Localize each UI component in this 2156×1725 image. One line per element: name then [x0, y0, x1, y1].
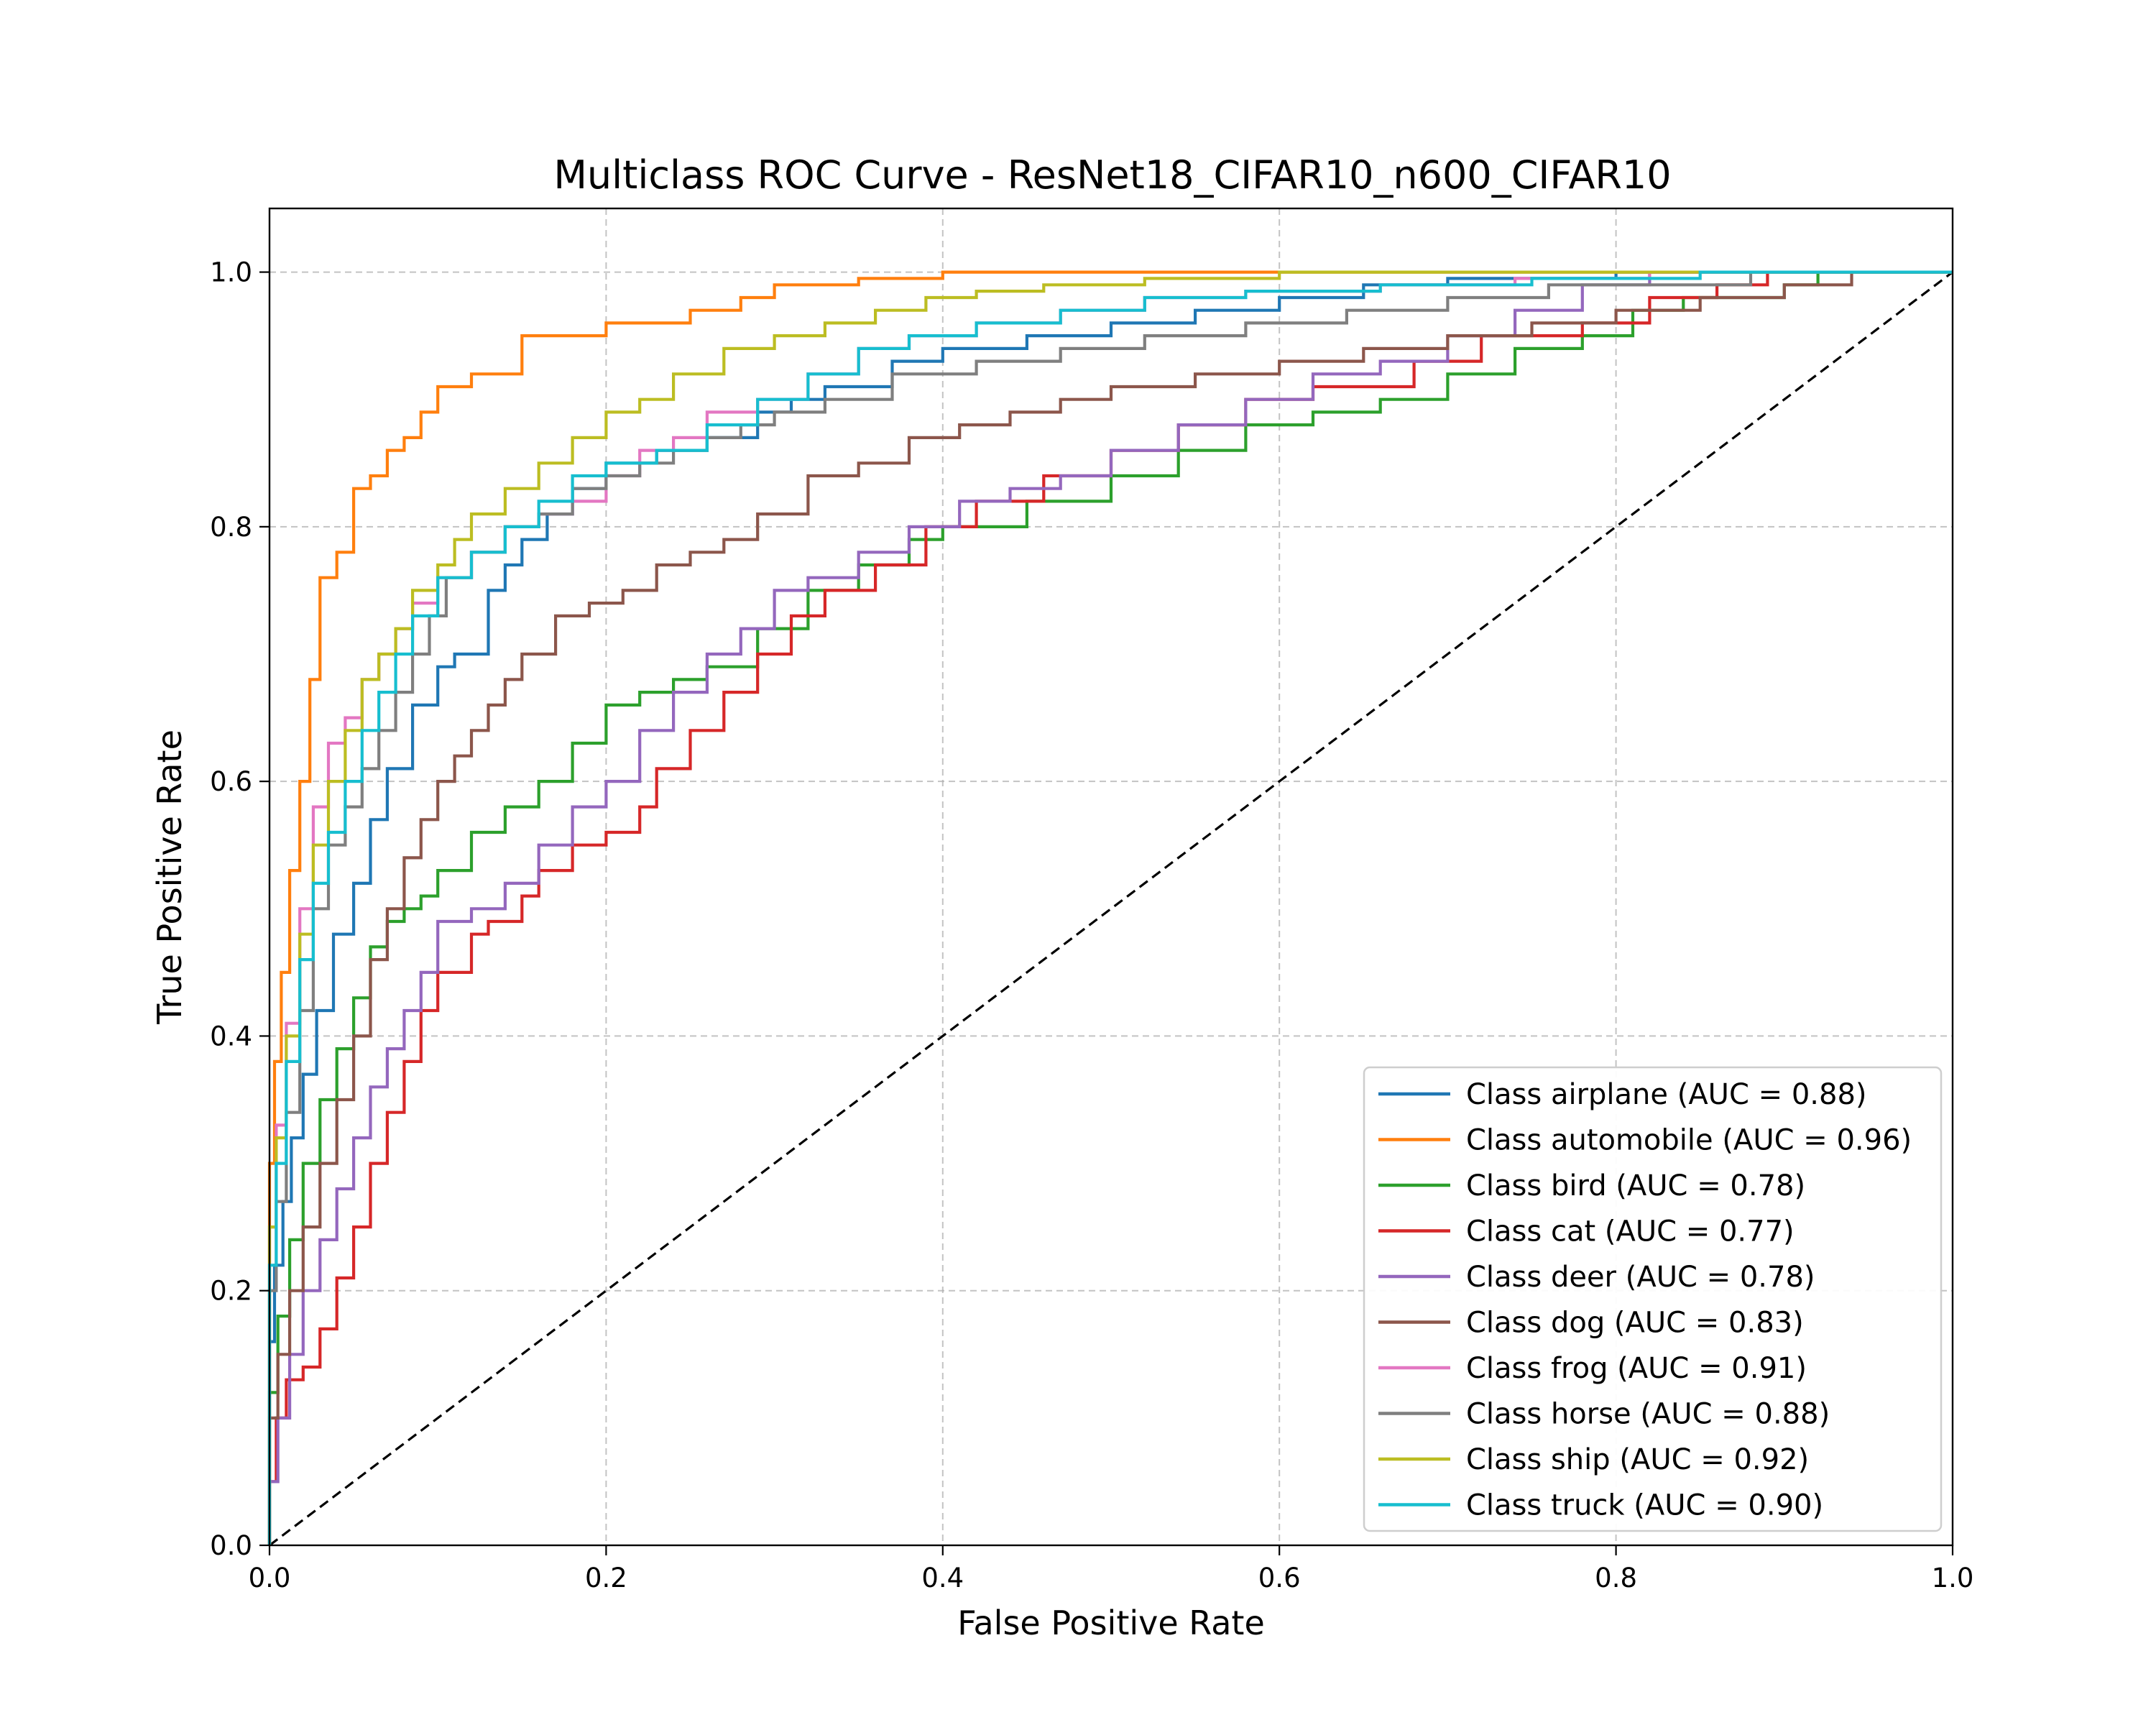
legend-label: Class ship (AUC = 0.92) [1466, 1443, 1809, 1476]
chart-title: Multiclass ROC Curve - ResNet18_CIFAR10_… [553, 152, 1671, 198]
axes-frame [268, 207, 1954, 1547]
legend-label: Class horse (AUC = 0.88) [1466, 1398, 1830, 1431]
legend: Class airplane (AUC = 0.88) Class automob… [1363, 1066, 1943, 1532]
x-axis-label: False Positive Rate [957, 1604, 1265, 1642]
roc-curve-series-7 [267, 270, 1953, 1545]
y-tick-label: 0.8 [210, 512, 252, 543]
legend-label: Class airplane (AUC = 0.88) [1466, 1078, 1867, 1111]
x-tick-label: 0.0 [249, 1563, 291, 1593]
y-tick-label: 0.6 [210, 766, 252, 797]
x-tick-label: 1.0 [1932, 1563, 1974, 1593]
legend-label: Class frog (AUC = 0.91) [1466, 1352, 1807, 1385]
legend-label: Class automobile (AUC = 0.96) [1466, 1124, 1912, 1157]
x-tick-label: 0.6 [1258, 1563, 1301, 1593]
legend-label: Class truck (AUC = 0.90) [1466, 1489, 1823, 1522]
legend-label: Class dog (AUC = 0.83) [1466, 1307, 1804, 1340]
x-tick-label: 0.4 [921, 1563, 964, 1593]
roc-curve-series-5 [267, 270, 1953, 1545]
y-axis-label: True Positive Rate [150, 730, 189, 1025]
roc-curve-series-1 [267, 270, 1953, 1545]
x-tick-label: 0.8 [1595, 1563, 1637, 1593]
legend-label: Class cat (AUC = 0.77) [1466, 1215, 1795, 1248]
axis-ticks: 0.0 0.2 0.4 0.6 0.8 1.0 0.0 0.2 0.4 0.6 0.8 1.0 [210, 257, 1973, 1593]
roc-series [267, 270, 1953, 1545]
roc-curve-series-9 [267, 270, 1953, 1545]
legend-box [1363, 1066, 1943, 1532]
legend-label: Class deer (AUC = 0.78) [1466, 1261, 1815, 1294]
x-tick-label: 0.2 [585, 1563, 627, 1593]
y-tick-label: 0.4 [210, 1021, 252, 1052]
legend-label: Class bird (AUC = 0.78) [1466, 1169, 1805, 1202]
y-tick-label: 0.2 [210, 1276, 252, 1307]
roc-curve-series-4 [267, 270, 1953, 1545]
y-tick-label: 0.0 [210, 1530, 252, 1561]
y-tick-label: 1.0 [210, 257, 252, 288]
diagonal-reference [269, 271, 1953, 1547]
chance-diagonal-line [269, 271, 1953, 1547]
